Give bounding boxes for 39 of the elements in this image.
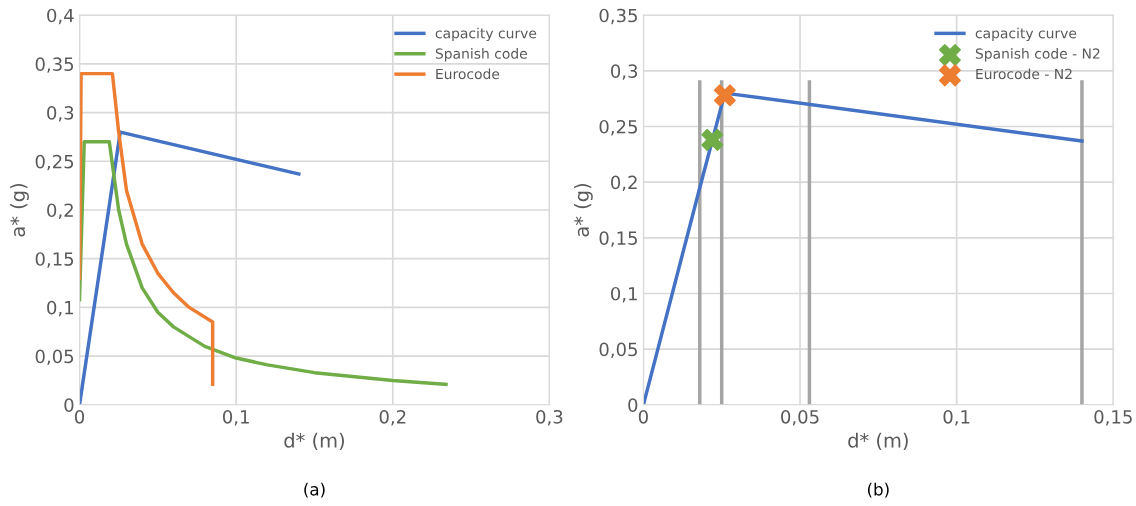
legend-label: Spanish code — [435, 48, 527, 62]
y-tick-label: 0,2 — [611, 175, 637, 192]
y-tick-label: 0,1 — [611, 286, 637, 303]
legend-label: capacity curve — [975, 27, 1077, 42]
y-tick-label: 0,3 — [611, 64, 638, 80]
text: (a) — [304, 482, 325, 498]
y-axis-title: a* (g) — [10, 183, 29, 237]
x-tick-label: 0,2 — [379, 409, 406, 426]
y-tick-label: 0 — [628, 398, 638, 412]
y-tick-label: 0 — [64, 398, 74, 412]
line-series — [79, 140, 448, 387]
y-tick-label: 0,35 — [35, 57, 74, 73]
x-axis-title: d* (m) — [848, 432, 908, 451]
x-tick-label: 0 — [74, 409, 85, 424]
y-tick-label: 0,2 — [47, 203, 73, 219]
x-tick-label: 0,1 — [222, 409, 249, 426]
x-tick-label: 0 — [638, 409, 648, 424]
x-tick-label: 0,05 — [781, 409, 819, 426]
y-tick-label: 0,15 — [35, 252, 74, 268]
x-tick-label: 0,15 — [1094, 409, 1132, 426]
y-tick-label: 0,15 — [599, 231, 637, 247]
x-tick-label: 0,1 — [943, 409, 970, 426]
y-tick-label: 0,1 — [47, 300, 73, 317]
legend-label: Eurocode — [436, 68, 500, 80]
y-tick-label: 0,25 — [35, 154, 74, 171]
y-axis-title: a* (g) — [573, 183, 593, 237]
y-tick-label: 0,05 — [599, 342, 637, 359]
legend-label: Eurocode - N2 — [976, 68, 1072, 80]
legend-label: capacity curve — [435, 27, 537, 42]
y-tick-label: 0,35 — [599, 8, 637, 25]
x-axis-title: d* (m) — [284, 432, 344, 451]
line-series — [79, 71, 215, 387]
text: (b) — [867, 482, 889, 498]
y-tick-label: 0,25 — [599, 119, 637, 136]
y-tick-label: 0,05 — [35, 349, 74, 366]
y-tick-label: 0,3 — [47, 106, 74, 122]
legend-label: Spanish code - N2 — [975, 48, 1100, 62]
x-tick-label: 0,3 — [536, 409, 563, 426]
y-tick-label: 0,4 — [47, 8, 74, 25]
